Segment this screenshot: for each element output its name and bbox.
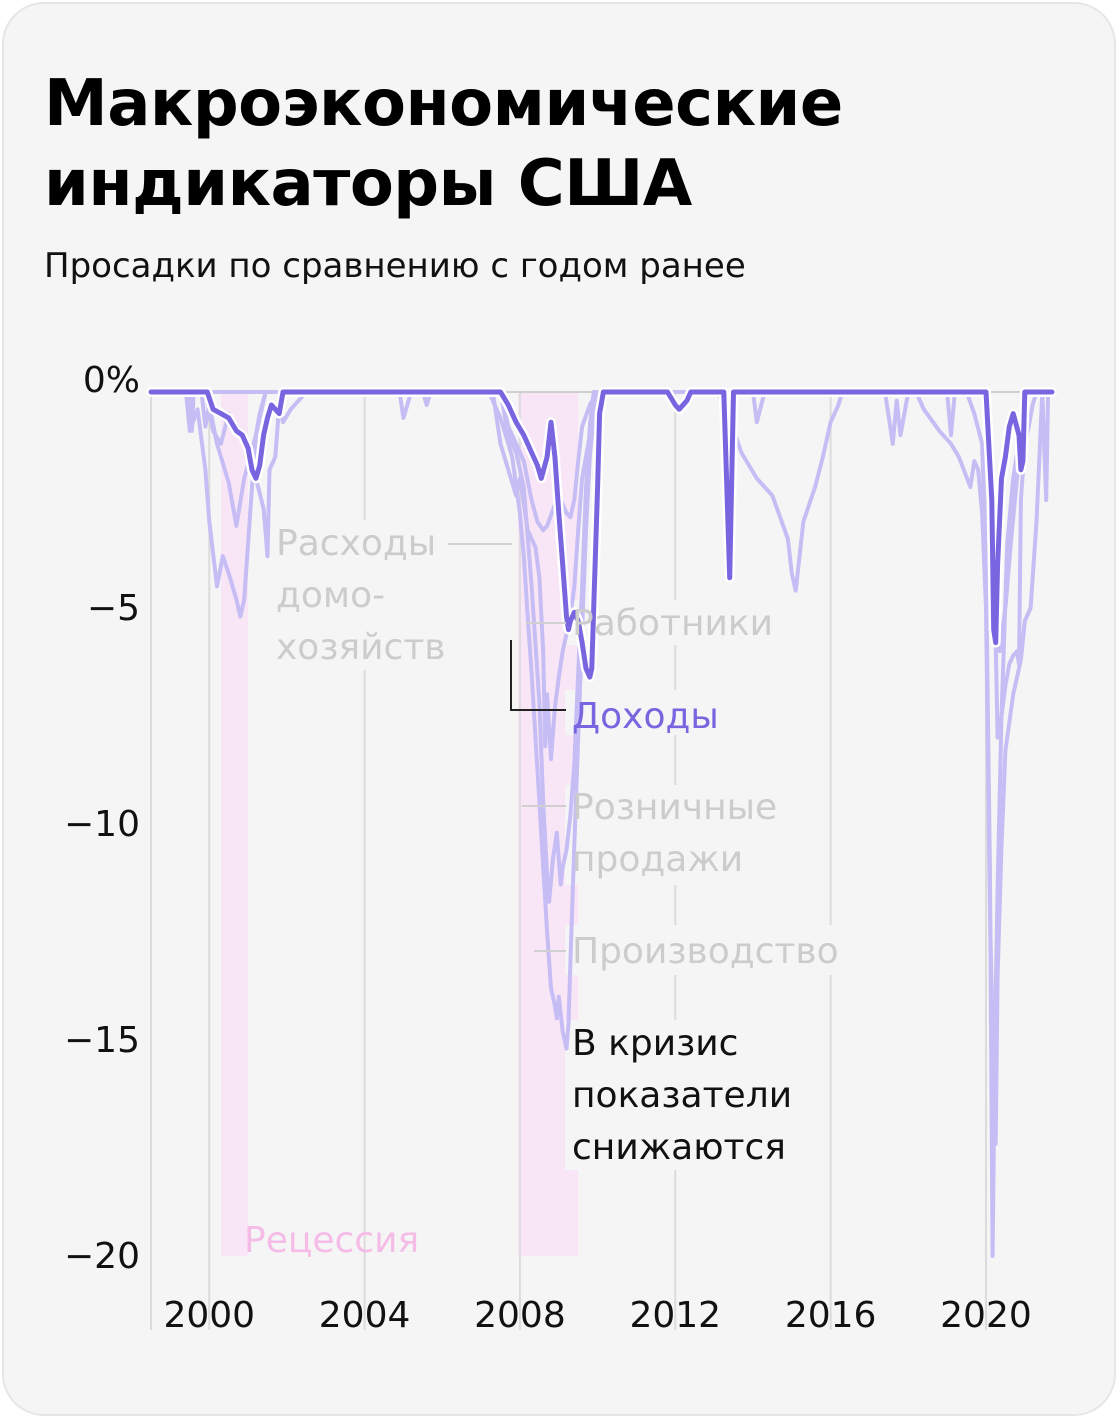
production-label: Производство	[572, 931, 839, 972]
household-spending-label: домо-	[276, 575, 385, 616]
label-backdrop-4	[565, 785, 795, 885]
income-label: Доходы	[572, 696, 719, 737]
y-tick-label: −10	[64, 804, 140, 845]
x-tick-label: 2004	[319, 1295, 411, 1336]
label-backdrop-3	[565, 690, 725, 735]
household-spending-label: Расходы	[276, 523, 436, 564]
x-tick-label: 2012	[629, 1295, 721, 1336]
retail-sales-label: продажи	[572, 839, 743, 880]
recession-band-1	[220, 392, 249, 1256]
chart-title: Макроэкономические индикаторы США	[44, 64, 843, 224]
y-tick-label: −20	[64, 1236, 140, 1277]
series-line-income	[148, 389, 1055, 680]
crisis-note-line: снижаются	[572, 1127, 786, 1168]
x-tick-label: 2016	[785, 1295, 877, 1336]
chart-title-line-1: Макроэкономические	[44, 67, 843, 141]
y-tick-label: −5	[87, 588, 140, 629]
chart-subtitle: Просадки по сравнению с годом ранее	[44, 246, 746, 286]
series-line-faint-4	[149, 390, 1054, 654]
x-tick-label: 2000	[163, 1295, 255, 1336]
recession-label: Рецессия	[244, 1220, 419, 1261]
y-tick-label: 0%	[83, 360, 140, 401]
retail-sales-label: Розничные	[572, 787, 777, 828]
label-backdrop-2	[565, 600, 785, 645]
x-tick-label: 2008	[474, 1295, 566, 1336]
household-spending-label: хозяйств	[276, 627, 446, 668]
label-backdrop-5	[565, 925, 855, 975]
crisis-note-line: В кризис	[572, 1023, 738, 1064]
y-tick-label: −15	[64, 1020, 140, 1061]
income-leader	[510, 640, 566, 711]
series-line-faint-2	[149, 390, 1054, 1258]
label-backdrop-6	[565, 1020, 805, 1170]
label-backdrop-1	[265, 520, 465, 670]
x-tick-label: 2020	[940, 1295, 1032, 1336]
crisis-note-line: показатели	[572, 1075, 792, 1116]
chart-title-line-2: индикаторы США	[44, 147, 692, 221]
workers-label: Работники	[572, 603, 773, 644]
